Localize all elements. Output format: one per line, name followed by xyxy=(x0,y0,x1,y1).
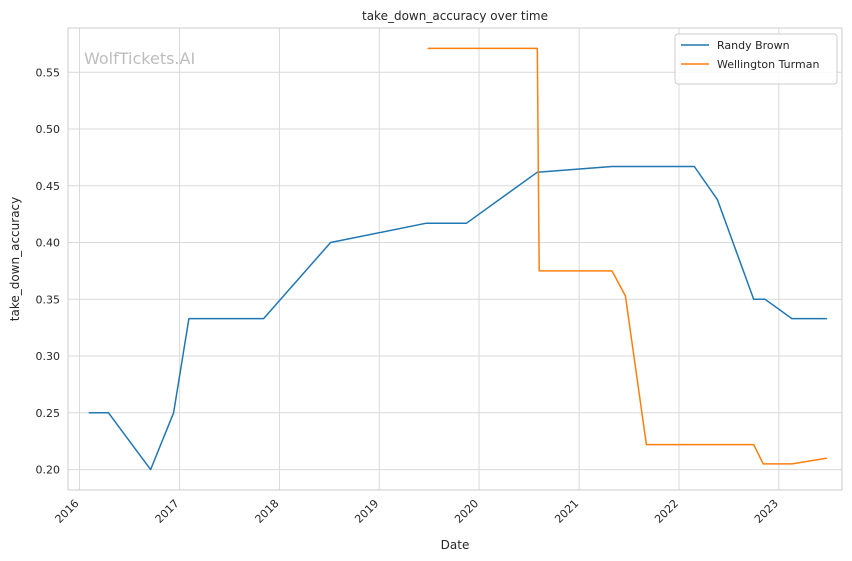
chart-title: take_down_accuracy over time xyxy=(362,9,548,23)
y-tick-label: 0.50 xyxy=(36,123,61,136)
grid xyxy=(68,28,842,490)
y-tick-label: 0.40 xyxy=(36,237,61,250)
legend-label: Wellington Turman xyxy=(717,58,819,71)
legend-box xyxy=(674,33,838,85)
legend-label: Randy Brown xyxy=(717,39,790,52)
x-axis-title: Date xyxy=(441,538,470,552)
y-tick-label: 0.20 xyxy=(36,464,61,477)
series-line-2 xyxy=(427,47,828,465)
series-lines xyxy=(88,47,828,471)
watermark-text: WolfTickets.AI xyxy=(84,49,195,68)
plot-area-frame xyxy=(67,27,843,491)
y-tick-label: 0.45 xyxy=(36,180,61,193)
y-axis-title: take_down_accuracy xyxy=(8,197,22,321)
series-line-1 xyxy=(88,165,828,471)
y-tick-label: 0.25 xyxy=(36,407,61,420)
legend: Randy Brown Wellington Turman xyxy=(674,33,838,85)
y-tick-label: 0.35 xyxy=(36,293,61,306)
y-axis-ticks: 0.20 0.25 0.30 0.35 0.40 0.45 0.50 0.55 xyxy=(36,66,61,476)
y-tick-label: 0.30 xyxy=(36,350,61,363)
y-tick-label: 0.55 xyxy=(36,66,61,79)
